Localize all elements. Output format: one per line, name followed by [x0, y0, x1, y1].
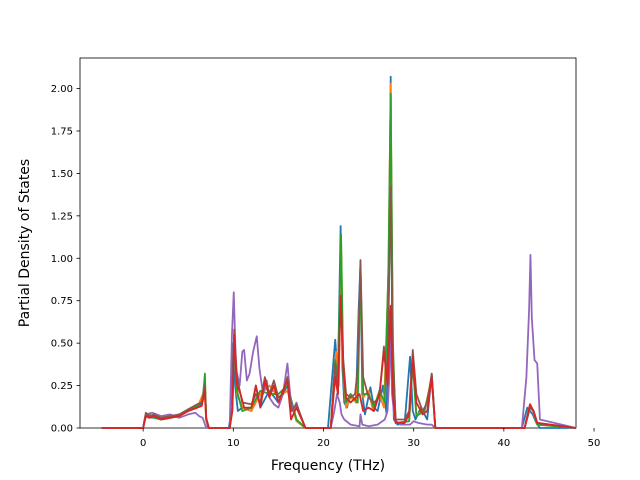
plot-area-frame [79, 57, 577, 429]
y-tick-label: 2.00 [51, 84, 73, 95]
y-tick-label: 1.50 [51, 169, 73, 180]
y-axis-label: Partial Density of States [17, 159, 33, 327]
y-tick-label: 0.25 [51, 381, 73, 392]
x-tick-label: 30 [407, 438, 420, 449]
y-tick-label: 1.75 [51, 126, 73, 137]
x-tick-label: 0 [140, 438, 146, 449]
x-tick-label: 50 [588, 438, 601, 449]
y-tick-label: 1.00 [51, 254, 73, 265]
x-tick-label: 40 [497, 438, 510, 449]
y-axis-ticks: 0.00 0.25 0.50 0.75 1.00 1.25 1.50 1.75 2.00 [51, 84, 80, 435]
y-tick-label: 0.00 [51, 424, 73, 435]
pdos-series-line-6 [101, 294, 577, 429]
x-tick-label: 20 [317, 438, 330, 449]
x-tick-label: 10 [227, 438, 240, 449]
y-tick-label: 0.50 [51, 339, 73, 350]
y-tick-label: 0.75 [51, 296, 73, 307]
y-tick-label: 1.25 [51, 211, 73, 222]
series-layer [101, 75, 577, 429]
x-axis-ticks: 0 10 20 30 40 50 [140, 428, 600, 449]
x-axis-label: Frequency (THz) [271, 458, 385, 474]
